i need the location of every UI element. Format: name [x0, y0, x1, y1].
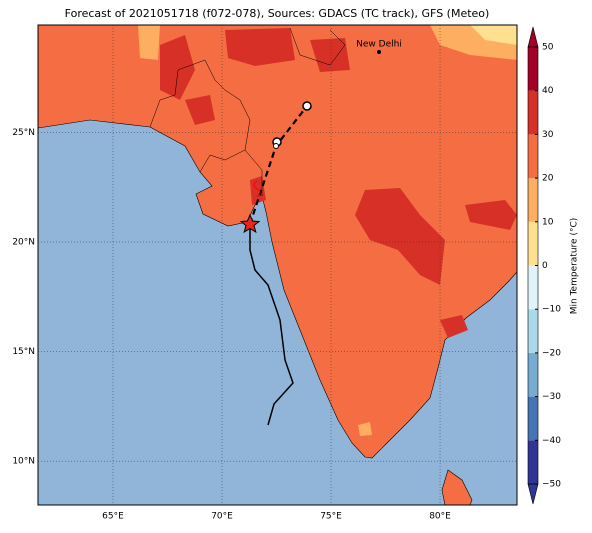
colorbar-band [528, 396, 538, 441]
map: New Delhi [38, 25, 517, 505]
x-tick-label: 80°E [429, 512, 451, 522]
storm-symbol [253, 180, 261, 198]
title: Forecast of 2021051718 (f072-078), Sourc… [65, 7, 490, 20]
colorbar-band [528, 134, 538, 179]
colorbar-band [528, 440, 538, 484]
colorbar-band [528, 178, 538, 222]
colorbar-band [528, 90, 538, 135]
colorbar-tick-label: 50 [542, 43, 554, 53]
land [38, 25, 517, 459]
colorbar-band [528, 221, 538, 266]
colorbar-tick-label: −10 [542, 305, 561, 315]
track-point [302, 101, 312, 111]
colorbar-tick-label: 30 [542, 130, 554, 140]
colorbar-band [528, 47, 538, 91]
y-tick-label: 25°N [12, 128, 35, 138]
colorbar-tick-label: −30 [542, 392, 561, 402]
colorbar-tick-label: −40 [542, 436, 561, 446]
x-tick-label: 65°E [102, 512, 124, 522]
y-tick-label: 20°N [12, 237, 35, 247]
city-dot [377, 50, 381, 54]
colorbar-tick-label: 20 [542, 174, 554, 184]
y-tick-label: 15°N [12, 347, 35, 357]
colorbar: −50 −40 −30 −20 −10 0 10 20 30 40 50 [527, 26, 561, 505]
cool-patch [470, 25, 517, 45]
colorbar-band [528, 352, 538, 397]
colorbar-tick-label: −50 [542, 480, 561, 490]
grid [38, 25, 517, 505]
x-tick-label: 70°E [211, 512, 233, 522]
x-tick-label: 75°E [320, 512, 342, 522]
colorbar-band [528, 309, 538, 353]
colorbar-tick-label: −20 [542, 348, 561, 358]
city-label: New Delhi [356, 40, 402, 50]
y-tick-label: 10°N [12, 457, 35, 467]
map-frame [37, 24, 518, 506]
colorbar-extend [527, 483, 539, 505]
sri-lanka [441, 469, 473, 505]
current-position [239, 213, 261, 234]
colorbar-band [528, 265, 538, 310]
colorbar-label: Min Temperature (°C) [570, 218, 580, 315]
colorbar-tick-label: 40 [542, 86, 554, 96]
warm-patches [160, 28, 517, 338]
colorbar-tick-label: 0 [542, 261, 548, 271]
track-point [273, 143, 279, 149]
colorbar-tick-label: 10 [542, 217, 554, 227]
past-track [249, 224, 294, 426]
borders [149, 27, 346, 196]
colorbar-extend [527, 26, 539, 48]
